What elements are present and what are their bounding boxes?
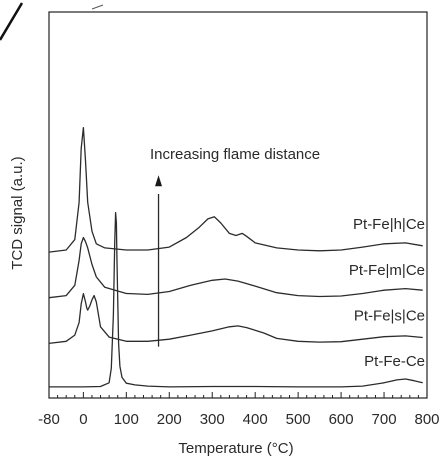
x-axis-label: Temperature (°C): [178, 440, 293, 457]
series-line: [48, 292, 423, 345]
series-line: [48, 236, 423, 299]
x-tick-label: 200: [157, 411, 182, 428]
x-tick-label: 0: [79, 411, 87, 428]
series-line: [48, 126, 423, 253]
x-tick-label: -80: [38, 411, 60, 428]
scan-mark: [0, 2, 24, 41]
annotation: Increasing flame distance: [150, 146, 320, 347]
series-label: Pt-Fe|h|Ce: [353, 216, 425, 233]
y-axis-label: TCD signal (a.u.): [9, 156, 26, 269]
annotation-text: Increasing flame distance: [150, 146, 320, 163]
series-label: Pt-Fe|m|Ce: [349, 262, 425, 279]
x-axis-ticks: -80 0 100 200 300 400 500 600 700 800: [38, 392, 440, 428]
series-label: Pt-Fe|s|Ce: [354, 308, 425, 325]
series-labels: Pt-Fe|h|Ce Pt-Fe|m|Ce Pt-Fe|s|Ce Pt-Fe-Ce: [349, 216, 425, 370]
scan-mark-small: [91, 4, 104, 10]
x-tick-label: 300: [200, 411, 225, 428]
x-tick-label: 500: [286, 411, 311, 428]
series-line: [49, 211, 423, 388]
x-tick-label: 600: [329, 411, 354, 428]
x-tick-label: 400: [243, 411, 268, 428]
series-label: Pt-Fe-Ce: [364, 353, 425, 370]
x-tick-label: 700: [372, 411, 397, 428]
series-lines: [48, 126, 423, 388]
x-tick-label: 800: [414, 411, 439, 428]
annotation-arrow-head: [155, 175, 163, 187]
x-tick-label: 100: [114, 411, 139, 428]
